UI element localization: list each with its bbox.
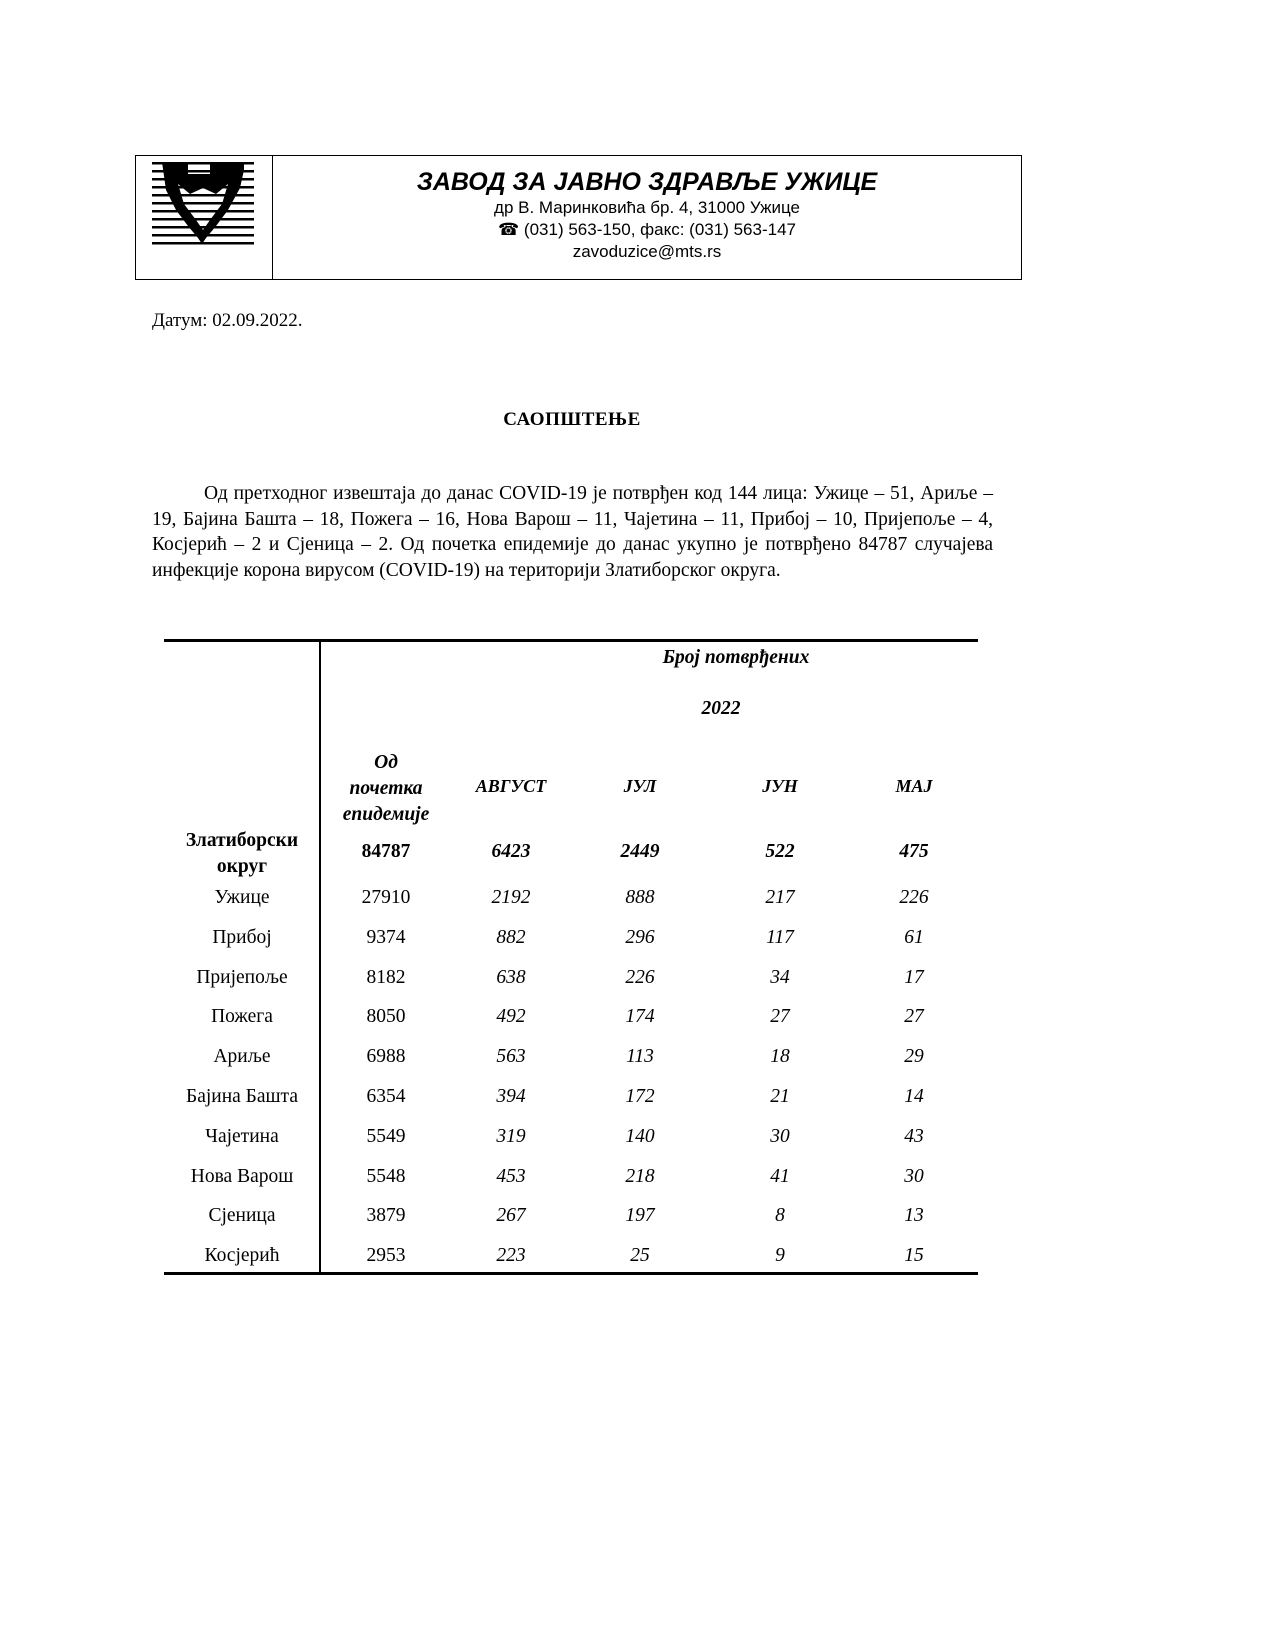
table-cell: 296 (625, 926, 655, 948)
row-label: Чајетина (205, 1125, 279, 1147)
header-divider (272, 156, 273, 279)
table-cell: 30 (770, 1125, 790, 1147)
col-header-line: почетка (349, 778, 423, 799)
total-cell: 2449 (620, 841, 660, 862)
table-cell: 8182 (366, 966, 406, 988)
col-header-june: ЈУН (762, 776, 798, 796)
group-header: Број потврђених (662, 647, 810, 668)
phone-line: ☎ (031) 563-150, факс: (031) 563-147 (273, 220, 1021, 240)
table-cell: 226 (625, 966, 655, 988)
table-cell: 29 (904, 1046, 924, 1068)
table-cell: 27 (904, 1006, 924, 1028)
body-paragraph: Од претходног извештаја до данас COVID-1… (152, 483, 993, 582)
institution-name: ЗАВОД ЗА ЈАВНО ЗДРАВЉЕ УЖИЦЕ (416, 168, 878, 196)
table-cell: 43 (904, 1125, 924, 1147)
row-label: Бајина Башта (186, 1086, 298, 1107)
table-cell: 15 (904, 1245, 924, 1267)
table-cell: 3879 (366, 1205, 406, 1227)
label-line: округ (216, 856, 268, 877)
table-cell: 8 (775, 1205, 785, 1227)
table-cell: 638 (496, 966, 526, 988)
total-cell: 522 (765, 841, 795, 862)
telephone-icon: ☎ (498, 220, 520, 239)
table-cell: 27910 (361, 887, 411, 908)
address: др В. Маринковића бр. 4, 31000 Ужице (494, 198, 800, 217)
col-header-line: Од (374, 752, 398, 773)
document-heading: САОПШТЕЊЕ (503, 409, 641, 430)
table-cell: 25 (630, 1245, 650, 1267)
table-cell: 41 (770, 1165, 790, 1187)
col-header-total: Од почетка епидемије (343, 750, 429, 828)
row-label: Нова Варош (190, 1165, 294, 1187)
row-label: Прибој (212, 926, 272, 948)
table-cell: 888 (625, 887, 655, 908)
date: Датум: 02.09.2022. (152, 310, 303, 331)
total-cell: 84787 (361, 841, 411, 862)
table-cell: 217 (765, 887, 795, 908)
cases-table: Број потврђених 2022 Од почетка епидемиј… (164, 639, 978, 1275)
table-cell: 117 (766, 926, 794, 948)
col-header-line: епидемије (342, 804, 430, 825)
table-cell: 27 (770, 1006, 790, 1028)
table-cell: 453 (496, 1165, 526, 1187)
row-label: Ариље (213, 1046, 271, 1068)
table-cell: 197 (625, 1205, 655, 1227)
row-label: Сјеница (208, 1205, 276, 1227)
table-cell: 218 (625, 1165, 655, 1187)
col-header-august: АВГУСТ (475, 776, 547, 796)
table-cell: 21 (770, 1086, 790, 1107)
table-cell: 2192 (491, 887, 531, 908)
table-cell: 394 (496, 1086, 526, 1107)
table-cell: 492 (496, 1006, 526, 1028)
table-cell: 267 (496, 1205, 526, 1227)
total-cell: 475 (899, 841, 929, 862)
table-cell: 30 (904, 1165, 924, 1187)
table-cell: 9 (775, 1245, 785, 1267)
col-header-july: ЈУЛ (623, 776, 657, 796)
table-cell: 18 (770, 1046, 790, 1068)
table-cell: 8050 (366, 1006, 406, 1028)
table-cell: 5549 (366, 1125, 406, 1147)
year-header: 2022 (701, 698, 741, 719)
row-label: Ужице (214, 887, 270, 908)
table-cell: 223 (496, 1245, 526, 1267)
institution-logo (152, 162, 254, 245)
table-cell: 6354 (366, 1086, 406, 1107)
col-header-may: МАЈ (895, 776, 933, 796)
letterhead: ЗАВОД ЗА ЈАВНО ЗДРАВЉЕ УЖИЦЕ др В. Марин… (135, 155, 1022, 280)
email[interactable]: zavoduzice@mts.rs (572, 242, 722, 261)
table-cell: 113 (626, 1046, 654, 1068)
table-cell: 6988 (366, 1046, 406, 1068)
total-row-label: Златиборски округ (186, 828, 298, 880)
phone-fax: (031) 563-150, факс: (031) 563-147 (523, 220, 796, 239)
table-cell: 5548 (366, 1165, 406, 1187)
total-cell: 6423 (491, 841, 531, 862)
table-cell: 140 (625, 1125, 655, 1147)
row-label: Косјерић (204, 1245, 280, 1267)
row-label: Пожега (211, 1006, 273, 1028)
table-cell: 34 (770, 966, 790, 988)
table-cell: 61 (904, 926, 924, 948)
table-cell: 174 (625, 1006, 655, 1028)
table-cell: 14 (904, 1086, 924, 1107)
table-divider (319, 642, 321, 1272)
table-cell: 882 (496, 926, 526, 948)
label-line: Златиборски (185, 830, 299, 851)
table-cell: 226 (899, 887, 929, 908)
table-cell: 2953 (366, 1245, 406, 1267)
table-cell: 9374 (366, 926, 406, 948)
table-cell: 17 (904, 966, 924, 988)
row-label: Пријепоље (196, 966, 288, 988)
table-cell: 13 (904, 1205, 924, 1227)
table-cell: 319 (496, 1125, 526, 1147)
table-cell: 172 (625, 1086, 655, 1107)
table-cell: 563 (496, 1046, 526, 1068)
